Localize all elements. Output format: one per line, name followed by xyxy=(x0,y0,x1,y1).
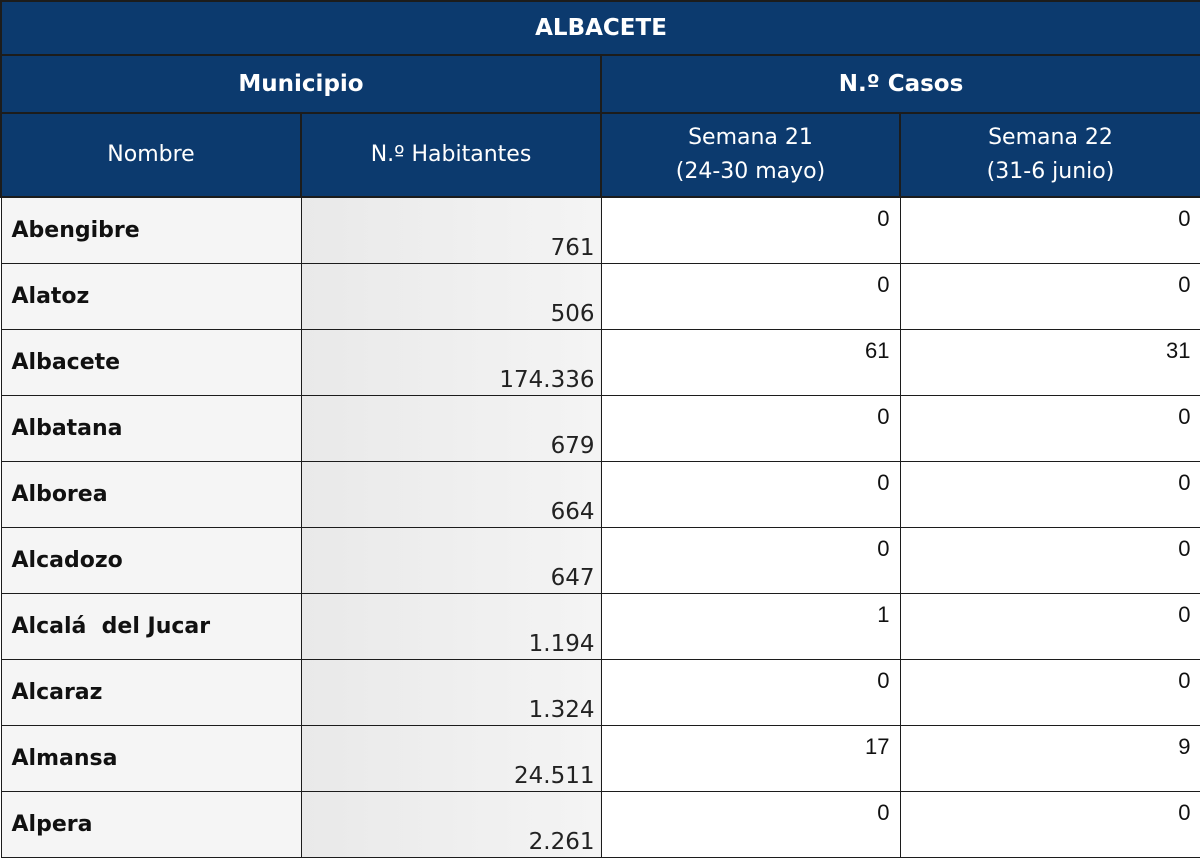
semana22-value: 31 xyxy=(899,329,1200,396)
table-title: ALBACETE xyxy=(0,0,1200,56)
semana22-header: Semana 22 (31-6 junio) xyxy=(899,112,1200,198)
table-row: Alpera 2.261 0 0 xyxy=(0,791,1200,858)
municipio-name: Alborea xyxy=(0,461,302,528)
semana21-value: 0 xyxy=(600,659,901,726)
semana21-value: 0 xyxy=(600,527,901,594)
table-row: Almansa 24.511 17 9 xyxy=(0,725,1200,792)
table-row: Abengibre 761 0 0 xyxy=(0,196,1200,264)
casos-group-header: N.º Casos xyxy=(599,54,1200,114)
table-row: Alborea 664 0 0 xyxy=(0,461,1200,528)
semana21-label: Semana 21 xyxy=(688,125,813,150)
semana21-value: 17 xyxy=(600,725,901,792)
semana22-value: 0 xyxy=(899,461,1200,528)
semana21-value: 0 xyxy=(600,395,901,462)
semana22-value: 0 xyxy=(899,659,1200,726)
table-row: Albatana 679 0 0 xyxy=(0,395,1200,462)
semana21-value: 61 xyxy=(600,329,901,396)
municipio-name: Alatoz xyxy=(0,263,302,330)
semana22-value: 0 xyxy=(899,791,1200,858)
municipio-name: Alpera xyxy=(0,791,302,858)
habitantes-value: 2.261 xyxy=(300,791,602,858)
table-row: Alatoz 506 0 0 xyxy=(0,263,1200,330)
municipio-name: Albacete xyxy=(0,329,302,396)
semana22-label: Semana 22 xyxy=(988,125,1113,150)
municipio-name: Alcadozo xyxy=(0,527,302,594)
semana22-dates: (31-6 junio) xyxy=(986,159,1115,184)
semana22-value: 9 xyxy=(899,725,1200,792)
habitantes-value: 1.194 xyxy=(300,593,602,660)
habitantes-value: 664 xyxy=(300,461,602,528)
table-row: Albacete 174.336 61 31 xyxy=(0,329,1200,396)
semana21-value: 0 xyxy=(600,461,901,528)
municipio-name: Albatana xyxy=(0,395,302,462)
table-row: Alcadozo 647 0 0 xyxy=(0,527,1200,594)
semana22-value: 0 xyxy=(899,196,1200,264)
semana22-value: 0 xyxy=(899,263,1200,330)
habitantes-header: N.º Habitantes xyxy=(300,112,602,198)
table-title-row: ALBACETE xyxy=(0,0,1200,56)
semana21-value: 1 xyxy=(600,593,901,660)
municipio-name: Abengibre xyxy=(0,196,302,264)
habitantes-value: 1.324 xyxy=(300,659,602,726)
semana22-value: 0 xyxy=(899,593,1200,660)
habitantes-value: 506 xyxy=(300,263,602,330)
habitantes-value: 24.511 xyxy=(300,725,602,792)
municipio-name: Almansa xyxy=(0,725,302,792)
table-row: Alcaraz 1.324 0 0 xyxy=(0,659,1200,726)
habitantes-value: 761 xyxy=(300,196,602,264)
semana21-dates: (24-30 mayo) xyxy=(675,159,826,184)
habitantes-value: 647 xyxy=(300,527,602,594)
semana21-header: Semana 21 (24-30 mayo) xyxy=(600,112,901,198)
semana21-value: 0 xyxy=(600,791,901,858)
group-header-row: Municipio N.º Casos xyxy=(0,54,1200,114)
table-row: Alcalá del Jucar 1.194 1 0 xyxy=(0,593,1200,660)
semana21-value: 0 xyxy=(600,196,901,264)
semana21-value: 0 xyxy=(600,263,901,330)
municipio-name: Alcaraz xyxy=(0,659,302,726)
municipio-group-header: Municipio xyxy=(0,54,602,114)
habitantes-value: 174.336 xyxy=(300,329,602,396)
semana22-value: 0 xyxy=(899,527,1200,594)
sub-header-row: Nombre N.º Habitantes Semana 21 (24-30 m… xyxy=(0,112,1200,198)
semana22-value: 0 xyxy=(899,395,1200,462)
municipio-name: Alcalá del Jucar xyxy=(0,593,302,660)
nombre-header: Nombre xyxy=(0,112,302,198)
habitantes-value: 679 xyxy=(300,395,602,462)
